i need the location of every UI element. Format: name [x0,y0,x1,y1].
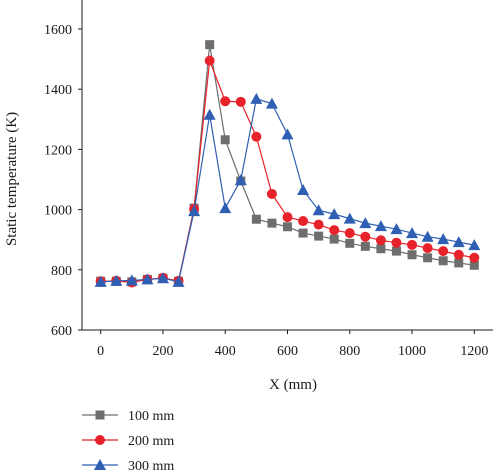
x-tick-label: 200 [152,344,173,359]
y-tick-label: 800 [51,264,72,279]
y-tick-label: 1400 [44,83,72,98]
data-point [360,231,371,242]
y-axis-ticks: 600 800 1000 1200 1400 1600 [44,23,82,339]
legend-marker [94,459,106,470]
data-point [204,55,215,66]
data-point [94,275,107,287]
data-point [454,258,464,268]
data-point [220,96,231,107]
data-point [156,272,169,284]
data-point [251,131,262,142]
data-point [250,92,263,104]
data-point [141,273,154,285]
data-point [297,184,310,196]
data-point [266,188,277,199]
data-point [298,228,308,238]
series-line [100,60,475,284]
data-point [329,225,340,236]
y-tick-label: 1200 [44,143,72,158]
data-point [406,227,419,239]
data-point [469,260,479,270]
data-point [345,238,355,248]
legend-label: 100 mm [128,409,174,424]
data-point [234,174,247,186]
data-point [469,252,480,263]
y-tick-label: 600 [51,324,72,339]
data-point [453,249,464,260]
data-point [376,244,386,254]
x-tick-label: 1200 [460,344,488,359]
data-point [235,96,246,107]
data-point [375,235,386,246]
data-point [265,97,278,109]
legend: 100 mm 200 mm 300 mm [82,409,174,473]
y-tick-label: 1600 [44,23,72,38]
x-tick-label: 1000 [398,344,426,359]
data-point [423,253,433,263]
data-point [205,40,215,50]
data-point [344,228,355,239]
data-point [329,234,339,244]
data-point [359,217,372,229]
legend-marker [95,435,105,445]
x-tick-label: 0 [97,344,104,359]
data-point [219,202,232,214]
data-point [391,237,402,248]
legend-item: 200 mm [82,434,174,449]
data-point [407,250,417,260]
legend-label: 300 mm [128,459,174,473]
data-point [438,256,448,266]
data-point [220,135,230,145]
legend-item: 100 mm [82,409,174,424]
data-point [267,218,277,228]
data-point [110,274,123,286]
data-point [421,230,434,242]
data-point [283,222,292,232]
data-point [407,239,418,250]
data-point [203,108,216,120]
data-point [125,274,138,286]
data-point [390,223,403,235]
data-point [314,231,324,241]
x-axis-ticks: 0 200 400 600 800 1000 1200 [97,330,488,359]
series-layer [94,40,481,288]
x-tick-label: 800 [339,344,360,359]
data-point [422,243,433,254]
series-line [100,98,475,283]
data-point [438,246,449,257]
series-2 [94,92,481,287]
x-axis-title: X (mm) [269,377,317,393]
series-0 [96,40,479,287]
legend-marker [95,410,105,420]
data-point [281,128,294,140]
data-point [312,204,325,216]
y-tick-label: 1000 [44,204,72,219]
y-axis-title: Static temperature (K) [4,112,20,246]
data-point [343,212,356,224]
data-point [188,205,201,217]
x-tick-label: 400 [215,344,236,359]
data-point [298,216,309,227]
data-point [251,214,261,224]
data-point [313,219,324,230]
legend-item: 300 mm [82,459,174,473]
data-point [328,208,341,220]
data-point [282,212,293,223]
data-point [374,220,387,232]
series-1 [95,55,480,288]
data-point [437,233,450,245]
data-point [360,241,370,251]
data-point [172,275,185,287]
data-point [452,236,465,248]
x-tick-label: 600 [277,344,298,359]
data-point [391,246,401,256]
data-point [468,239,481,251]
legend-label: 200 mm [128,434,174,449]
